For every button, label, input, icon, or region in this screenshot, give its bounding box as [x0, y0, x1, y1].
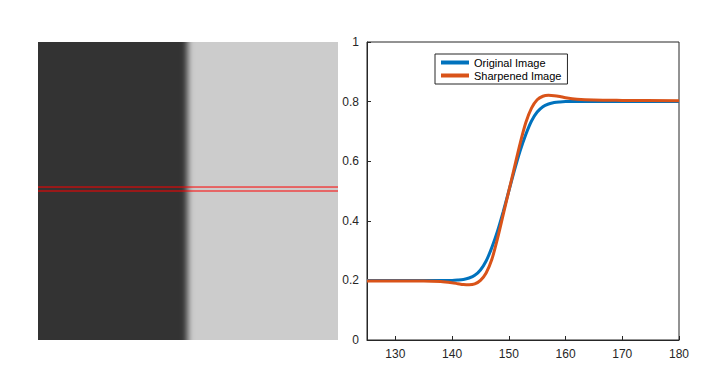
- svg-text:140: 140: [442, 347, 462, 361]
- svg-text:1: 1: [352, 35, 359, 49]
- svg-text:170: 170: [612, 347, 632, 361]
- svg-text:130: 130: [385, 347, 405, 361]
- svg-text:150: 150: [499, 347, 519, 361]
- svg-text:180: 180: [669, 347, 689, 361]
- svg-text:Original Image: Original Image: [474, 57, 546, 69]
- svg-text:0.8: 0.8: [342, 95, 359, 109]
- svg-text:Sharpened Image: Sharpened Image: [474, 70, 561, 82]
- svg-text:160: 160: [556, 347, 576, 361]
- svg-text:0.4: 0.4: [342, 214, 359, 228]
- svg-text:0.6: 0.6: [342, 154, 359, 168]
- svg-text:0: 0: [352, 333, 359, 347]
- svg-text:0.2: 0.2: [342, 273, 359, 287]
